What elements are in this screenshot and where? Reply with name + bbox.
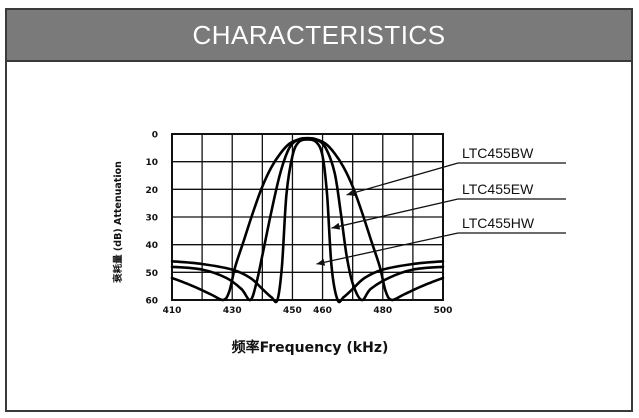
page-title: CHARACTERISTICS [192,19,446,50]
series-line-ltc455ew [170,136,445,302]
characteristics-panel: CHARACTERISTICS [5,8,633,412]
y-tick-label: 30 [145,214,158,224]
y-tick-label: 0 [152,131,158,141]
panel-header: CHARACTERISTICS [7,10,631,62]
y-tick-label: 50 [145,269,158,279]
leader-line [316,232,459,265]
y-tick-label: 40 [145,241,158,251]
x-axis-label: 频率Frequency (kHz) [232,339,389,356]
plot-area [170,136,445,304]
series-label-ltc455ew: LTC455EW [462,181,534,197]
series-line-ltc455hw [170,138,445,304]
y-axis-label: 衰耗量 (dB) Attenuation [112,161,124,284]
x-tick-label: 480 [373,306,392,316]
arrow-head [331,222,341,230]
series-line-ltc455bw [170,136,445,302]
x-tick-label: 500 [434,306,453,316]
leader-line [331,198,459,229]
x-tick-label: 410 [163,306,182,316]
arrow-head [316,258,326,266]
x-tick-label: 450 [283,306,302,316]
y-tick-label: 20 [145,186,158,196]
x-tick-label: 430 [223,306,242,316]
leader-line [346,162,459,196]
x-tick-label: 460 [313,306,332,316]
y-tick-label: 60 [145,297,158,307]
chart-grid [171,133,444,301]
y-tick-label: 10 [145,158,158,168]
series-label-ltc455bw: LTC455BW [462,145,534,161]
arrow-head [346,189,356,197]
series-label-ltc455hw: LTC455HW [462,215,535,231]
tick-labels: 410 430 450 460 480 500 0 10 20 30 40 50 60 [145,131,452,317]
annotations: LTC455BW LTC455EW LTC455HW [316,145,566,266]
plot-border [171,133,444,301]
